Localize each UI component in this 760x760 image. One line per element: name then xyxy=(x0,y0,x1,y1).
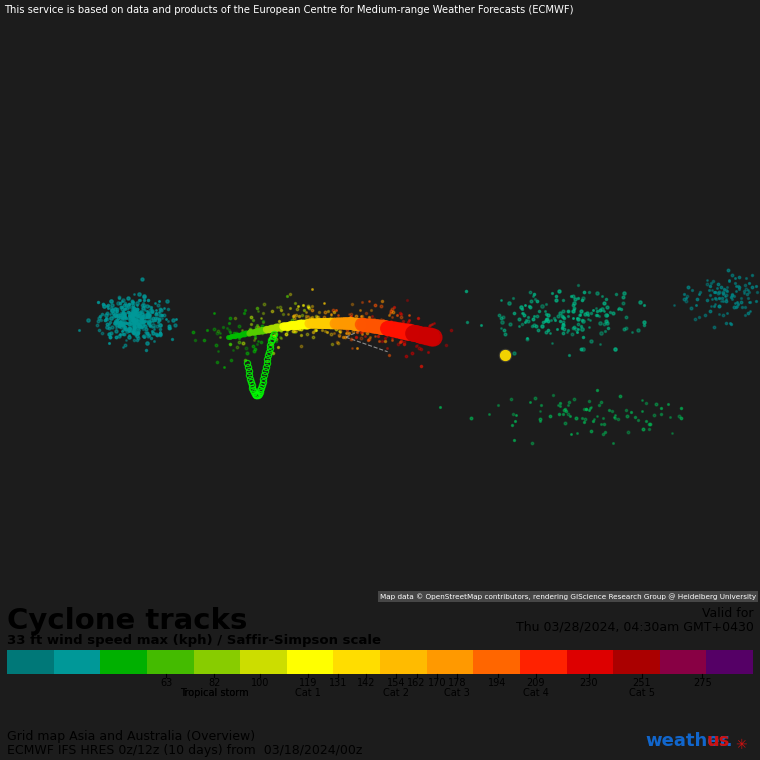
Text: 162: 162 xyxy=(407,678,426,688)
Text: Thu 03/28/2024, 04:30am GMT+0430: Thu 03/28/2024, 04:30am GMT+0430 xyxy=(516,620,754,633)
Bar xyxy=(100,650,147,674)
Text: us: us xyxy=(707,732,730,750)
Bar xyxy=(473,650,520,674)
Bar xyxy=(660,650,706,674)
Text: 230: 230 xyxy=(579,678,598,688)
Bar xyxy=(7,650,54,674)
Text: 209: 209 xyxy=(526,678,545,688)
Text: Cat 5: Cat 5 xyxy=(629,688,654,698)
Text: Tropical storm: Tropical storm xyxy=(180,688,249,698)
Text: 100: 100 xyxy=(251,678,269,688)
Text: 178: 178 xyxy=(448,678,467,688)
Bar xyxy=(287,650,334,674)
Text: ✳: ✳ xyxy=(735,738,746,752)
Text: 119: 119 xyxy=(299,678,317,688)
Bar xyxy=(334,650,380,674)
Text: This service is based on data and products of the European Centre for Medium-ran: This service is based on data and produc… xyxy=(4,5,573,15)
Text: 194: 194 xyxy=(489,678,507,688)
Text: Cat 3: Cat 3 xyxy=(444,688,470,698)
Bar xyxy=(520,650,566,674)
Text: Grid map Asia and Australia (Overview): Grid map Asia and Australia (Overview) xyxy=(7,730,255,743)
Text: 131: 131 xyxy=(329,678,347,688)
Bar xyxy=(566,650,613,674)
Bar xyxy=(613,650,660,674)
Text: Cat 4: Cat 4 xyxy=(523,688,549,698)
Bar xyxy=(426,650,473,674)
Text: 142: 142 xyxy=(357,678,375,688)
Bar xyxy=(54,650,100,674)
Bar xyxy=(706,650,753,674)
Text: 63: 63 xyxy=(160,678,173,688)
Text: ECMWF IFS HRES 0z/12z (10 days) from  03/18/2024/00z: ECMWF IFS HRES 0z/12z (10 days) from 03/… xyxy=(7,744,363,757)
Text: weather.: weather. xyxy=(645,732,733,750)
Text: 154: 154 xyxy=(387,678,406,688)
Text: Cat 1: Cat 1 xyxy=(295,688,321,698)
Text: 82: 82 xyxy=(208,678,220,688)
Text: 170: 170 xyxy=(428,678,446,688)
Bar xyxy=(240,650,287,674)
Text: Valid for: Valid for xyxy=(702,607,754,620)
Text: 33 ft wind speed max (kph) / Saffir-Simpson scale: 33 ft wind speed max (kph) / Saffir-Simp… xyxy=(7,634,381,647)
Bar xyxy=(147,650,194,674)
Bar xyxy=(194,650,240,674)
Text: Tropical storm: Tropical storm xyxy=(180,688,249,698)
Text: Cyclone tracks: Cyclone tracks xyxy=(7,607,247,635)
Bar xyxy=(380,650,426,674)
Text: 251: 251 xyxy=(632,678,651,688)
Text: Cat 2: Cat 2 xyxy=(384,688,410,698)
Text: 275: 275 xyxy=(693,678,712,688)
Text: Map data © OpenStreetMap contributors, rendering GIScience Research Group @ Heid: Map data © OpenStreetMap contributors, r… xyxy=(380,593,756,600)
